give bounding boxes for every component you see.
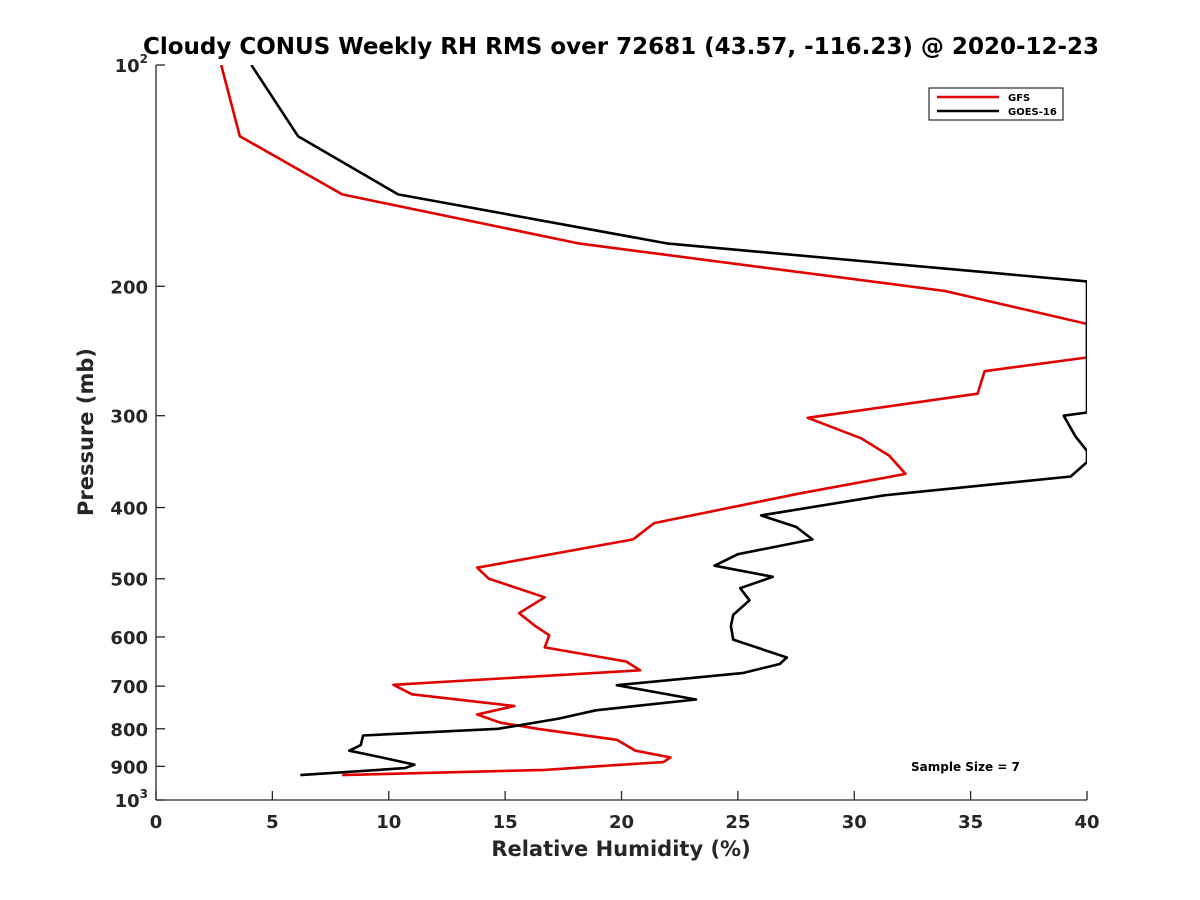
x-axis-ticks: 0 5 10 15 20 25 30 35 40 (150, 791, 1100, 833)
legend-label-gfs: GFS (1008, 93, 1030, 104)
y-tick-label: 900 (110, 757, 148, 778)
y-tick-label: 200 (110, 277, 148, 298)
sample-size-annotation: Sample Size = 7 (911, 760, 1020, 774)
legend: GFS GOES-16 (928, 87, 1064, 121)
y-tick-label: 300 (110, 407, 148, 428)
x-tick-label: 10 (376, 812, 401, 833)
x-tick-label: 25 (725, 812, 750, 833)
y-axis-ticks: 102 200 300 400 500 600 700 800 900 103 (110, 52, 165, 812)
plot-area (219, 65, 1087, 777)
y-tick-label: 400 (110, 499, 148, 520)
x-axis-label: Relative Humidity (%) (491, 837, 750, 861)
x-tick-label: 5 (266, 812, 279, 833)
chart-title: Cloudy CONUS Weekly RH RMS over 72681 (4… (143, 34, 1099, 60)
y-tick-label: 700 (110, 677, 148, 698)
y-tick-label: 102 (115, 52, 148, 77)
x-tick-label: 20 (609, 812, 634, 833)
x-tick-label: 40 (1074, 812, 1099, 833)
y-tick-label: 600 (110, 628, 148, 649)
x-tick-label: 35 (958, 812, 983, 833)
legend-box (928, 87, 1064, 121)
y-tick-label: 800 (110, 720, 148, 741)
y-tick-label: 500 (110, 570, 148, 591)
series-line-gfs (219, 65, 1087, 777)
series-line-goes-16 (250, 65, 1087, 777)
series-layer (219, 65, 1087, 777)
y-axis-label: Pressure (mb) (74, 348, 98, 516)
x-tick-label: 0 (150, 812, 163, 833)
y-tick-label: 103 (115, 787, 148, 812)
x-tick-label: 15 (493, 812, 518, 833)
x-tick-label: 30 (842, 812, 867, 833)
legend-label-goes-16: GOES-16 (1008, 107, 1057, 118)
